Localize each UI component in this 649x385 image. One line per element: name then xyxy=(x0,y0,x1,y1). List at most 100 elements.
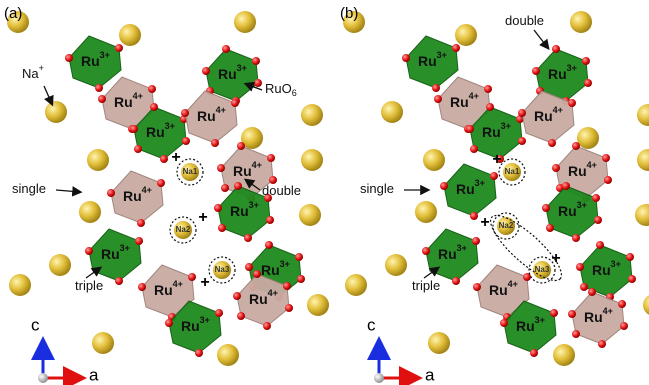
annotation-text: single xyxy=(360,181,394,196)
o-atom xyxy=(295,253,303,261)
o-atom xyxy=(202,67,210,75)
site-boundary xyxy=(176,158,204,186)
o-atom xyxy=(588,288,596,296)
na-atom xyxy=(643,295,649,315)
o-atom xyxy=(542,204,550,212)
o-atom xyxy=(626,253,634,261)
ion-label: Ru3+ xyxy=(418,50,447,68)
o-atom xyxy=(592,194,600,202)
o-atom xyxy=(532,67,540,75)
annotation: single xyxy=(360,181,394,196)
ion-charge: 3+ xyxy=(457,243,467,253)
o-atom xyxy=(188,273,196,281)
na-site xyxy=(174,221,192,239)
na-atom xyxy=(455,24,477,46)
ion-element: Ru xyxy=(534,108,553,124)
ion-charge: 4+ xyxy=(603,306,613,316)
axis-label: a xyxy=(89,365,99,384)
ion-label: Ru3+ xyxy=(558,200,587,218)
annotation-text: double xyxy=(505,13,544,28)
na-atom xyxy=(385,254,407,276)
annotation-arrow xyxy=(533,29,550,51)
o-atom xyxy=(490,172,498,180)
na-atom xyxy=(79,201,101,223)
annotation: double xyxy=(262,183,301,198)
ion-charge: 3+ xyxy=(475,178,485,188)
charge-sign: + xyxy=(200,274,209,291)
ion-label: Ru4+ xyxy=(233,160,262,178)
o-atom xyxy=(568,99,576,107)
na-atom xyxy=(635,204,649,226)
ion-label: Ru4+ xyxy=(123,185,152,203)
o-atom xyxy=(254,79,262,87)
o-atom xyxy=(215,309,223,317)
ru-octahedron xyxy=(503,300,557,354)
o-atom xyxy=(572,142,580,150)
o-atom xyxy=(422,247,430,255)
ion-charge: 4+ xyxy=(142,185,152,195)
o-atom xyxy=(95,84,103,92)
o-atom xyxy=(402,54,410,62)
ion-element: Ru xyxy=(197,108,216,124)
site-boundary xyxy=(498,158,526,186)
ion-label: Ru4+ xyxy=(584,306,613,324)
o-atom xyxy=(244,234,252,242)
annotation-text: triple xyxy=(412,278,440,293)
o-atom xyxy=(214,204,222,212)
ion-element: Ru xyxy=(489,282,508,298)
o-atom xyxy=(263,322,271,330)
o-atom xyxy=(160,155,168,163)
o-atom xyxy=(135,237,143,245)
o-atom xyxy=(546,224,554,232)
o-atom xyxy=(245,263,253,271)
o-atom xyxy=(470,212,478,220)
ion-charge: 3+ xyxy=(200,315,210,325)
axis-origin xyxy=(38,373,48,383)
o-atom xyxy=(138,283,146,291)
o-atom xyxy=(530,349,538,357)
ion-charge: 4+ xyxy=(587,160,597,170)
ion-charge: 3+ xyxy=(577,200,587,210)
na-atom xyxy=(428,332,450,354)
site-boundary xyxy=(489,214,563,282)
o-atom xyxy=(620,322,628,330)
ion-element: Ru xyxy=(123,188,142,204)
ion-charge: 3+ xyxy=(437,50,447,60)
na-atom xyxy=(234,11,256,33)
na-atom xyxy=(87,149,109,171)
ion-element: Ru xyxy=(101,246,120,262)
ion-charge: 3+ xyxy=(501,121,511,131)
o-atom xyxy=(580,283,588,291)
charge-sign: + xyxy=(492,151,501,168)
o-atom xyxy=(148,85,156,93)
o-atom xyxy=(265,241,273,249)
o-atom xyxy=(604,176,612,184)
o-atom xyxy=(231,99,239,107)
na-atom xyxy=(345,274,367,296)
charge-sign: + xyxy=(171,149,180,166)
o-atom xyxy=(552,164,560,172)
o-atom xyxy=(269,176,277,184)
ion-charge: 3+ xyxy=(237,63,247,73)
ru-octahedron xyxy=(184,90,238,144)
ion-label: Ru3+ xyxy=(81,50,110,68)
o-atom xyxy=(523,273,531,281)
axis-label: c xyxy=(31,315,40,334)
o-atom xyxy=(165,319,173,327)
ion-element: Ru xyxy=(249,291,268,307)
site-boundary xyxy=(492,212,520,240)
o-atom xyxy=(470,145,478,153)
ion-label: Ru3+ xyxy=(181,315,210,333)
o-atom xyxy=(598,340,606,348)
annotation: RuO6 xyxy=(265,81,297,98)
o-atom xyxy=(466,125,474,133)
o-atom xyxy=(211,139,219,147)
o-atom xyxy=(181,109,189,117)
o-atom xyxy=(150,103,158,111)
site-label: Na3 xyxy=(215,265,230,274)
ru-octahedron xyxy=(405,35,459,89)
na-site xyxy=(497,217,515,235)
ion-label: Ru4+ xyxy=(114,91,143,109)
ion-label: Ru3+ xyxy=(548,63,577,81)
o-atom xyxy=(432,84,440,92)
